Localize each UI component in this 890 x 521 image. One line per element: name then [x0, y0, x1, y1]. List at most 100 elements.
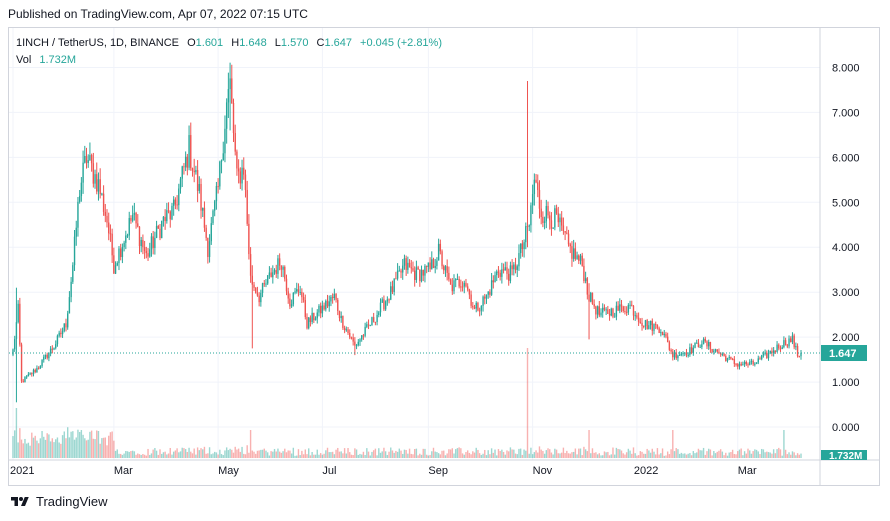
volume-bar: [735, 454, 737, 458]
candle-body: [513, 264, 515, 270]
candle-body: [742, 364, 744, 366]
candle-body: [738, 363, 741, 367]
candle-body: [451, 284, 453, 292]
candle-body: [519, 243, 522, 254]
candle-body: [130, 218, 132, 221]
volume-bar: [555, 449, 558, 458]
volume-label[interactable]: Vol: [16, 54, 32, 66]
volume-bar: [202, 449, 204, 458]
candle-body: [649, 320, 652, 326]
candle-body: [774, 350, 777, 353]
candle-body: [278, 258, 281, 266]
candle-body: [388, 299, 390, 301]
volume-bar: [301, 450, 303, 458]
volume-bar: [778, 447, 780, 458]
footer-brand[interactable]: TradingView: [10, 494, 108, 509]
candle-body: [227, 89, 230, 103]
candle-body: [796, 345, 799, 357]
volume-bar: [128, 451, 130, 458]
symbol-label[interactable]: 1INCH / TetherUS, 1D, BINANCE: [16, 37, 180, 49]
candle-body: [297, 289, 300, 293]
volume-bar: [167, 453, 170, 458]
volume-bar: [48, 434, 50, 458]
volume-bar: [143, 454, 146, 458]
candle-body: [639, 321, 642, 323]
volume-bar: [619, 449, 621, 458]
volume-bar: [424, 448, 426, 458]
volume-bar: [126, 451, 129, 458]
candle-body: [55, 344, 57, 349]
volume-bar: [154, 448, 156, 458]
volume-bar: [263, 448, 265, 458]
volume-bar: [108, 435, 110, 458]
volume-bar: [306, 454, 308, 458]
candle-body: [27, 374, 30, 377]
volume-bar: [384, 451, 387, 458]
candle-body: [535, 179, 537, 183]
volume-bar: [648, 450, 650, 458]
candle-body: [46, 354, 48, 359]
candle-body: [113, 255, 115, 274]
volume-bar: [330, 452, 332, 458]
candle-body: [393, 278, 395, 292]
candle-body: [178, 188, 180, 206]
volume-bar: [85, 440, 88, 458]
candle-body: [666, 336, 669, 343]
volume-bar: [781, 455, 783, 458]
candle-body: [43, 356, 45, 360]
volume-bar: [749, 450, 751, 458]
chart-frame[interactable]: [8, 27, 880, 486]
candle-body: [432, 259, 435, 268]
volume-bar: [391, 450, 394, 458]
volume-bar: [224, 450, 226, 458]
volume-bar: [150, 453, 153, 458]
candle-body: [172, 199, 175, 206]
volume-bar: [689, 453, 691, 458]
candle-body: [359, 339, 361, 342]
volume-bar: [314, 454, 317, 458]
volume-bar: [641, 451, 643, 458]
volume-bar: [39, 438, 42, 458]
volume-bar: [393, 452, 395, 458]
close-label: C: [316, 37, 325, 49]
volume-bar: [58, 442, 60, 458]
volume-bar: [34, 435, 36, 458]
candle-body: [685, 352, 688, 356]
candle-body: [752, 360, 754, 365]
volume-bar: [564, 453, 566, 458]
volume-bar: [422, 448, 424, 458]
volume-bar: [359, 453, 361, 458]
candle-body: [266, 275, 269, 284]
candle-body: [704, 338, 706, 342]
candle-body: [701, 344, 703, 347]
volume-bar: [318, 454, 320, 458]
candle-body: [690, 347, 693, 353]
candle-body: [149, 249, 151, 257]
y-tick-label: 0.000: [832, 422, 860, 434]
chart-legend: 1INCH / TetherUS, 1D, BINANCE O1.601 H1.…: [16, 35, 442, 69]
volume-bar: [743, 451, 746, 458]
volume-bar: [740, 448, 742, 458]
candle-body: [85, 156, 88, 164]
volume-bar: [485, 455, 488, 458]
candle-body: [677, 355, 679, 359]
volume-bar: [412, 454, 414, 458]
candle-body: [783, 340, 785, 348]
volume-bar: [191, 453, 194, 458]
volume-bar: [791, 451, 794, 458]
volume-bar: [783, 430, 785, 458]
volume-bar: [487, 450, 489, 458]
candle-body: [593, 304, 595, 307]
volume-bar: [528, 453, 530, 458]
candle-body: [80, 182, 83, 197]
candle-body: [133, 212, 136, 215]
volume-bar: [718, 450, 720, 458]
volume-bar: [538, 446, 541, 458]
volume-bar: [178, 452, 180, 458]
candle-body: [316, 312, 318, 319]
volume-bar: [280, 452, 283, 458]
candle-body: [169, 211, 171, 220]
volume-bar: [255, 453, 257, 458]
candle-body: [680, 353, 683, 355]
